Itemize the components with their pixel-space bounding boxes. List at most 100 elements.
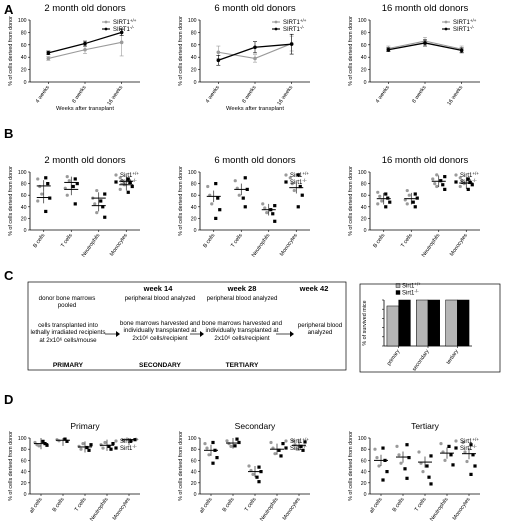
y-tick-label: 40 — [191, 470, 197, 476]
flow-arrowhead — [116, 331, 120, 337]
data-point — [99, 443, 103, 447]
data-point — [237, 440, 241, 445]
y-tick-label: 60 — [191, 43, 197, 49]
data-point — [405, 443, 409, 447]
data-point — [399, 461, 403, 465]
data-point — [300, 193, 304, 197]
y-axis-label: % of cells derived from donor — [8, 166, 14, 236]
y-tick-label: 20 — [361, 68, 367, 74]
data-point — [214, 182, 218, 186]
data-point — [57, 439, 61, 443]
flow-harvest1-text: bone marrows harvested and individually … — [119, 320, 201, 342]
data-point — [85, 445, 89, 450]
legend-marker — [114, 446, 118, 450]
data-point — [273, 219, 277, 223]
data-point — [377, 464, 381, 468]
data-point — [73, 202, 77, 206]
y-axis-label: % of cells derived from donor — [348, 431, 354, 501]
data-point — [243, 205, 247, 209]
y-axis-label: % of survived mice — [362, 300, 368, 345]
legend-label: Sirt1-/- — [402, 288, 419, 297]
data-point — [65, 175, 69, 179]
x-tick-label: 8 weeks — [411, 84, 427, 104]
x-tick-label: B cells — [52, 496, 66, 513]
data-point — [459, 48, 464, 53]
legend-label: Sirt1+/+ — [290, 171, 309, 180]
x-tick-label: Neutrophils — [89, 496, 110, 522]
y-tick-label: 60 — [191, 193, 197, 199]
data-point — [255, 475, 259, 479]
bar — [398, 299, 411, 347]
data-point — [126, 177, 130, 181]
data-point — [375, 456, 379, 460]
data-point — [303, 440, 307, 444]
data-point — [265, 211, 269, 215]
data-point — [435, 173, 439, 177]
chart-title: 2 month old donors — [44, 155, 126, 166]
data-point — [397, 453, 401, 457]
legend-swatch — [395, 290, 401, 295]
y-tick-label: 80 — [191, 182, 197, 188]
legend-label: Sirt1-/- — [290, 444, 307, 453]
y-tick-label: 100 — [188, 436, 197, 442]
y-tick-label: 40 — [21, 205, 27, 211]
data-point — [211, 440, 215, 445]
data-point — [253, 56, 257, 61]
x-axis-label: Weeks after transplant — [56, 106, 114, 112]
y-axis-label: % of cells derived from donor — [8, 16, 14, 86]
x-tick-label: Monocytes — [109, 232, 129, 257]
legend-marker — [114, 180, 118, 184]
chart-title: Tertiary — [411, 421, 440, 431]
data-point — [381, 478, 385, 482]
bar — [386, 305, 399, 347]
data-point — [71, 184, 75, 189]
data-point — [290, 182, 294, 186]
data-point — [103, 215, 107, 219]
data-point — [471, 453, 475, 457]
x-tick-label: all cells — [29, 496, 44, 514]
data-point — [130, 184, 134, 189]
legend-label: Sirt1+/+ — [460, 171, 479, 180]
data-point — [413, 205, 417, 209]
data-point — [206, 184, 210, 189]
data-point — [75, 182, 79, 186]
data-point — [292, 188, 296, 193]
data-point — [431, 177, 435, 181]
x-tick-label: 16 weeks — [446, 84, 464, 106]
flow-donor-text: donor bone marrows pooled — [38, 295, 96, 310]
data-point — [421, 470, 425, 474]
y-axis-label: % of cells derived from donor — [178, 431, 184, 501]
y-axis-label: % of cells derived from donor — [178, 16, 184, 86]
y-tick-label: 40 — [361, 55, 367, 61]
data-point — [273, 204, 277, 208]
data-point — [95, 188, 99, 193]
data-point — [296, 173, 300, 177]
data-point — [295, 447, 299, 451]
y-tick-label: 60 — [361, 193, 367, 199]
legend-label: Sirt1+/+ — [290, 437, 309, 446]
y-tick-label: 80 — [361, 182, 367, 188]
data-point — [425, 464, 429, 468]
data-point — [211, 461, 215, 465]
flow-pb2-text: peripheral blood analyzed — [206, 295, 278, 302]
data-point — [386, 47, 391, 52]
data-point — [458, 184, 462, 189]
y-tick-label: 0 — [364, 492, 367, 498]
data-point — [44, 176, 48, 180]
data-point — [296, 205, 300, 209]
data-point — [405, 188, 409, 193]
y-tick-label: 20 — [21, 216, 27, 222]
data-point — [46, 56, 51, 61]
data-point — [417, 450, 421, 454]
data-point — [89, 443, 93, 447]
data-point — [439, 442, 443, 446]
data-point — [81, 442, 85, 446]
legend-marker — [284, 173, 288, 177]
data-point — [451, 463, 455, 467]
data-point — [119, 40, 124, 45]
data-point — [447, 444, 451, 448]
y-tick-label: 20 — [21, 68, 27, 74]
flow-stage-primary: PRIMARY — [52, 362, 84, 369]
data-point — [253, 45, 257, 50]
legend-marker — [444, 27, 448, 31]
